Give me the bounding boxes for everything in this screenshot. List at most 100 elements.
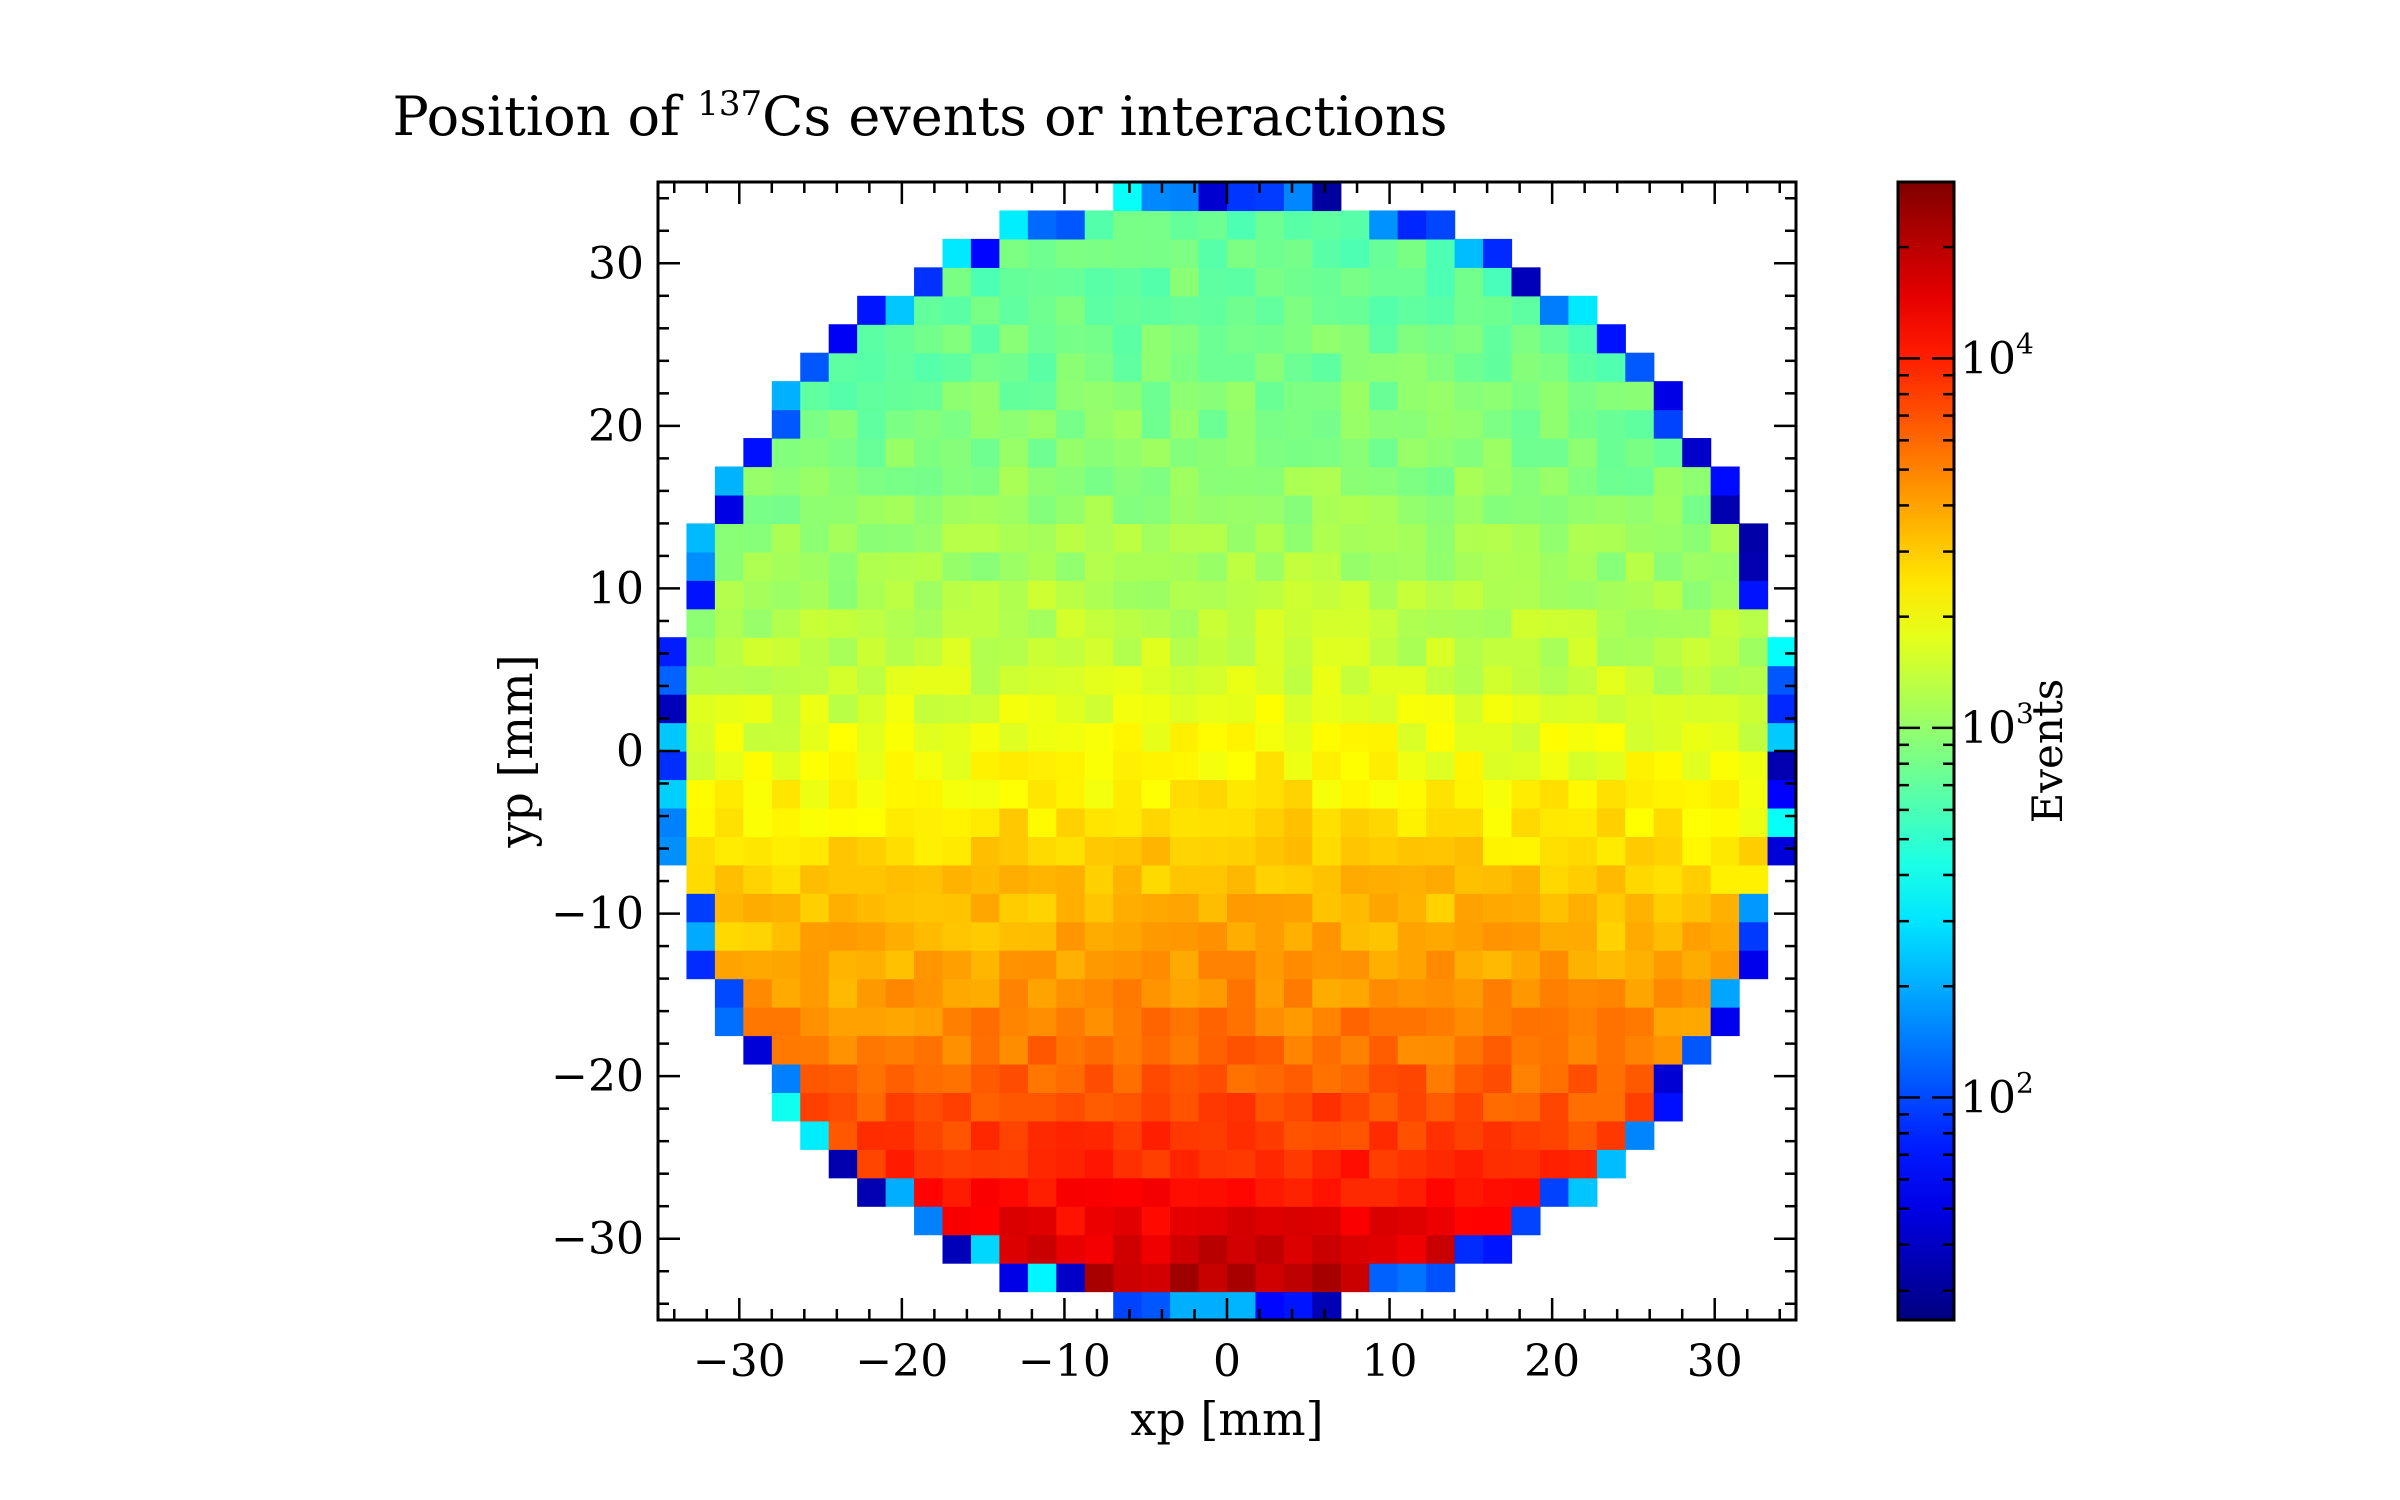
heatmap-cell <box>1283 324 1313 354</box>
heatmap-cell <box>1198 1206 1228 1236</box>
heatmap-cell <box>1568 1120 1598 1150</box>
heatmap-cell <box>828 523 858 553</box>
heatmap-cell <box>1483 1234 1513 1264</box>
heatmap-cell <box>1198 523 1228 553</box>
heatmap-cell <box>1596 921 1626 951</box>
heatmap-cell <box>1426 950 1456 980</box>
heatmap-cell <box>1198 409 1228 439</box>
heatmap-cell <box>1227 665 1257 695</box>
heatmap-cell <box>1454 1092 1484 1122</box>
heatmap-cell <box>1767 836 1797 866</box>
heatmap-cell <box>1084 1120 1114 1150</box>
heatmap-cell <box>999 694 1029 724</box>
heatmap-cell <box>1426 978 1456 1008</box>
heatmap-cell <box>1539 551 1569 581</box>
heatmap-cell <box>1113 1206 1143 1236</box>
heatmap-cell <box>1170 921 1200 951</box>
heatmap-cell <box>885 1177 915 1207</box>
heatmap-cell <box>771 751 801 781</box>
heatmap-cell <box>1027 352 1057 382</box>
heatmap-cell <box>1369 381 1399 411</box>
heatmap-cell <box>1283 751 1313 781</box>
heatmap-cell <box>1141 1149 1171 1179</box>
heatmap-cell <box>1483 751 1513 781</box>
heatmap-cell <box>914 921 944 951</box>
heatmap-cell <box>1170 637 1200 667</box>
heatmap-cell <box>1056 1120 1086 1150</box>
heatmap-cell <box>1113 722 1143 752</box>
heatmap-cell <box>1170 295 1200 325</box>
heatmap-cell <box>1397 921 1427 951</box>
heatmap-cell <box>1170 694 1200 724</box>
heatmap-cell <box>1454 751 1484 781</box>
heatmap-cell <box>914 1035 944 1065</box>
heatmap-cell <box>1141 608 1171 638</box>
heatmap-cell <box>1227 1177 1257 1207</box>
heatmap-cell <box>1369 637 1399 667</box>
heatmap-cell <box>942 921 972 951</box>
heatmap-cell <box>1568 807 1598 837</box>
heatmap-cell <box>1739 608 1769 638</box>
heatmap-cell <box>1255 1092 1285 1122</box>
heatmap-cell <box>1539 950 1569 980</box>
heatmap-cell <box>1170 580 1200 610</box>
heatmap-cell <box>1255 665 1285 695</box>
heatmap-cell <box>686 523 716 553</box>
heatmap-cell <box>771 608 801 638</box>
heatmap-cell <box>1084 466 1114 496</box>
heatmap-cell <box>1454 722 1484 752</box>
heatmap-cell <box>914 1063 944 1093</box>
heatmap-cell <box>771 580 801 610</box>
heatmap-cell <box>1426 1149 1456 1179</box>
heatmap-cell <box>658 836 688 866</box>
x-axis-label: xp [mm] <box>1130 1392 1323 1446</box>
heatmap-cell <box>1312 1063 1342 1093</box>
heatmap-cell <box>828 864 858 894</box>
heatmap-cell <box>1027 722 1057 752</box>
heatmap-cell <box>1141 210 1171 240</box>
heatmap-cell <box>1255 637 1285 667</box>
heatmap-cells <box>658 182 1797 1321</box>
x-tick-label: 10 <box>1362 1336 1418 1387</box>
heatmap-cell <box>1340 1149 1370 1179</box>
heatmap-cell <box>1312 665 1342 695</box>
heatmap-cell <box>1397 210 1427 240</box>
heatmap-cell <box>1653 1035 1683 1065</box>
heatmap-cell <box>1283 608 1313 638</box>
heatmap-cell <box>1084 637 1114 667</box>
heatmap-cell <box>1596 352 1626 382</box>
heatmap-cell <box>914 494 944 524</box>
heatmap-cell <box>1568 352 1598 382</box>
heatmap-cell <box>1312 637 1342 667</box>
heatmap-cell <box>1568 751 1598 781</box>
heatmap-cell <box>1227 1149 1257 1179</box>
heatmap-cell <box>1369 238 1399 268</box>
heatmap-cell <box>1767 751 1797 781</box>
heatmap-cell <box>970 779 1000 809</box>
heatmap-cell <box>1255 1063 1285 1093</box>
heatmap-cell <box>1682 694 1712 724</box>
heatmap-cell <box>1483 409 1513 439</box>
chart-title-superscript: 137 <box>697 84 762 124</box>
heatmap-cell <box>1084 893 1114 923</box>
heatmap-cell <box>1056 665 1086 695</box>
heatmap-cell <box>1596 665 1626 695</box>
heatmap-cell <box>1739 580 1769 610</box>
heatmap-cell <box>1568 608 1598 638</box>
heatmap-cell <box>1483 665 1513 695</box>
heatmap-cell <box>800 466 830 496</box>
heatmap-cell <box>914 1177 944 1207</box>
heatmap-cell <box>1312 807 1342 837</box>
heatmap-cell <box>1511 1120 1541 1150</box>
heatmap-cell <box>1426 637 1456 667</box>
heatmap-cell <box>885 324 915 354</box>
heatmap-cell <box>999 1007 1029 1037</box>
heatmap-cell <box>857 551 887 581</box>
heatmap-cell <box>914 950 944 980</box>
heatmap-cell <box>885 1035 915 1065</box>
heatmap-cell <box>800 950 830 980</box>
heatmap-cell <box>857 921 887 951</box>
heatmap-cell <box>1568 1063 1598 1093</box>
heatmap-cell <box>800 921 830 951</box>
heatmap-cell <box>1340 779 1370 809</box>
